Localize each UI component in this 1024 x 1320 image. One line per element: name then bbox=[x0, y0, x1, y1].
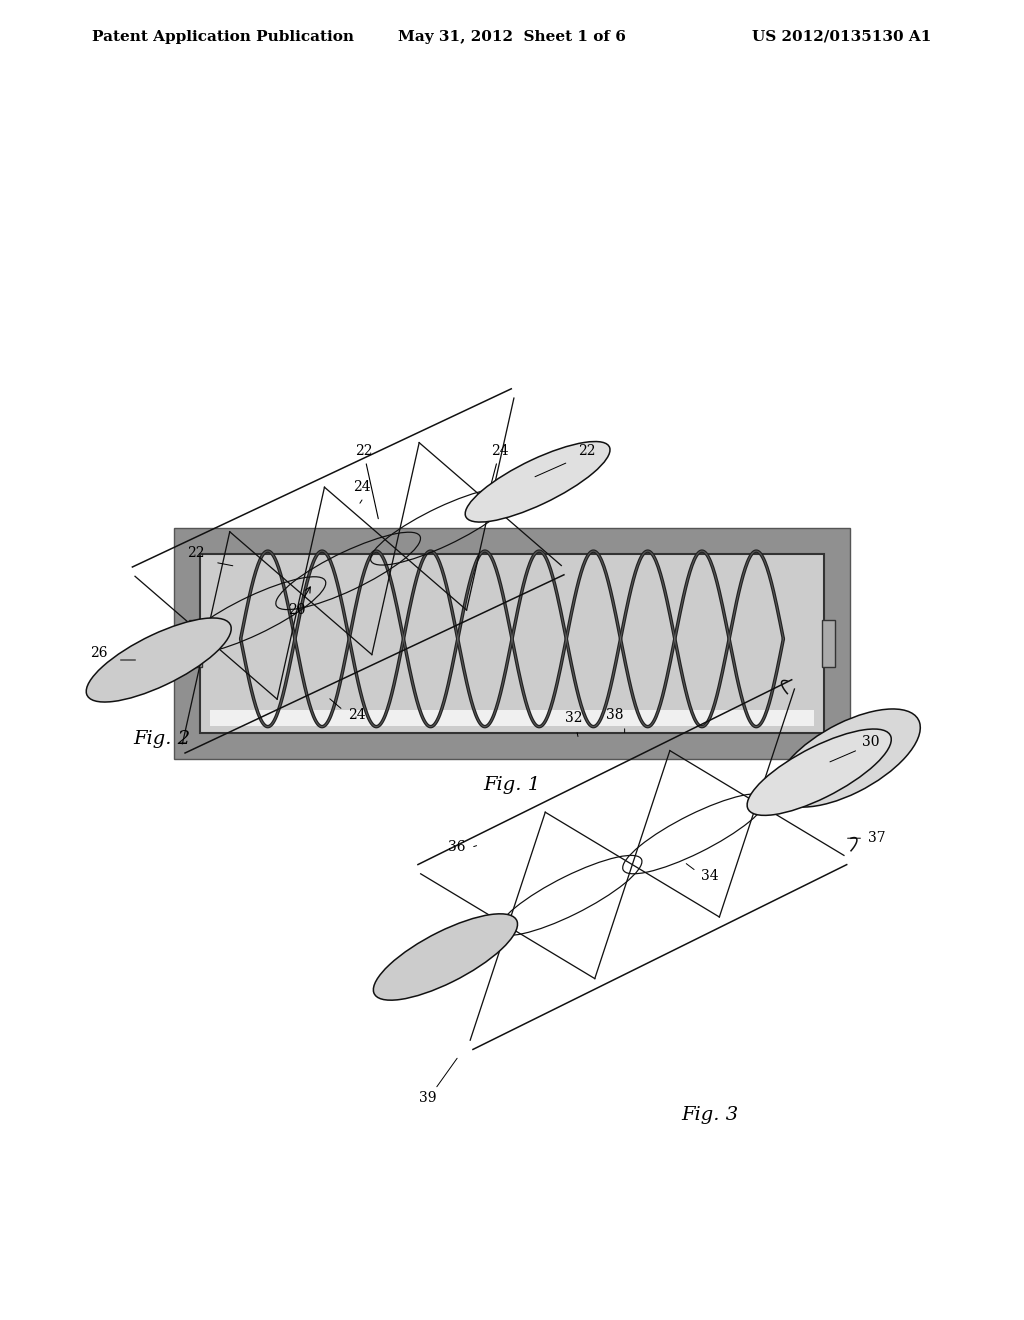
Text: 38: 38 bbox=[606, 709, 624, 722]
Text: Patent Application Publication: Patent Application Publication bbox=[92, 30, 354, 44]
Text: 22: 22 bbox=[354, 445, 378, 519]
Ellipse shape bbox=[775, 709, 921, 807]
Text: 22: 22 bbox=[579, 445, 596, 458]
FancyBboxPatch shape bbox=[189, 620, 202, 668]
Text: US 2012/0135130 A1: US 2012/0135130 A1 bbox=[753, 30, 932, 44]
Text: 32: 32 bbox=[565, 711, 583, 725]
FancyBboxPatch shape bbox=[174, 528, 850, 759]
FancyBboxPatch shape bbox=[822, 620, 835, 668]
Text: May 31, 2012  Sheet 1 of 6: May 31, 2012 Sheet 1 of 6 bbox=[398, 30, 626, 44]
Text: 22: 22 bbox=[187, 546, 205, 560]
Ellipse shape bbox=[748, 729, 891, 816]
Text: Fig. 3: Fig. 3 bbox=[681, 1106, 738, 1125]
FancyBboxPatch shape bbox=[210, 710, 814, 726]
Text: 34: 34 bbox=[701, 870, 719, 883]
Text: 24: 24 bbox=[348, 709, 366, 722]
Text: 39: 39 bbox=[419, 1092, 437, 1105]
Text: Fig. 2: Fig. 2 bbox=[133, 730, 190, 748]
Ellipse shape bbox=[374, 913, 517, 1001]
Ellipse shape bbox=[465, 441, 610, 523]
Text: 26: 26 bbox=[90, 647, 108, 660]
Text: 20: 20 bbox=[288, 587, 310, 616]
Text: 24: 24 bbox=[353, 480, 371, 494]
Text: 37: 37 bbox=[868, 832, 886, 845]
Text: 30: 30 bbox=[862, 735, 880, 748]
Ellipse shape bbox=[86, 618, 231, 702]
Text: Fig. 1: Fig. 1 bbox=[483, 776, 541, 795]
FancyBboxPatch shape bbox=[200, 554, 824, 733]
Text: 24: 24 bbox=[482, 445, 509, 519]
Text: 36: 36 bbox=[449, 841, 466, 854]
